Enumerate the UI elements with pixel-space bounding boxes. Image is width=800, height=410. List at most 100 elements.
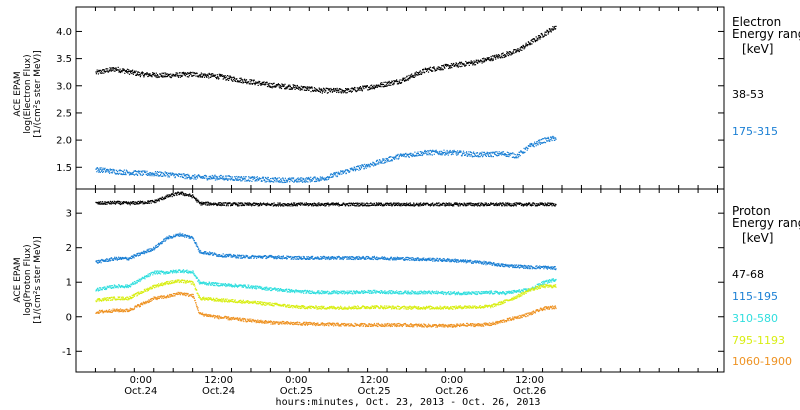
data-point xyxy=(339,258,341,260)
data-point xyxy=(104,69,106,71)
data-point xyxy=(151,248,153,250)
data-point xyxy=(427,150,430,152)
data-point xyxy=(426,258,428,260)
data-point xyxy=(180,191,182,193)
data-point xyxy=(260,82,262,84)
data-point xyxy=(501,152,503,154)
data-point xyxy=(200,73,202,76)
data-point xyxy=(320,256,322,258)
data-point xyxy=(337,203,339,205)
data-point xyxy=(275,258,277,260)
data-point xyxy=(173,174,175,176)
data-point xyxy=(175,173,177,175)
data-point xyxy=(123,169,125,171)
data-point xyxy=(242,256,244,258)
data-point xyxy=(253,82,255,84)
data-point xyxy=(366,164,368,166)
data-point xyxy=(113,171,115,173)
data-point xyxy=(197,76,199,78)
data-point xyxy=(321,258,323,260)
data-point xyxy=(532,144,534,146)
data-point xyxy=(165,197,167,199)
data-point xyxy=(112,170,114,172)
data-point xyxy=(418,71,420,73)
data-point xyxy=(110,203,112,205)
data-point xyxy=(427,203,429,205)
data-point xyxy=(361,256,363,258)
data-point xyxy=(134,170,136,172)
data-point xyxy=(320,257,323,259)
data-point xyxy=(382,256,384,259)
data-point xyxy=(240,254,243,256)
data-point xyxy=(327,257,329,259)
data-point xyxy=(478,261,480,263)
data-point xyxy=(232,179,234,181)
data-point xyxy=(356,256,358,258)
data-point xyxy=(225,178,227,180)
data-point xyxy=(132,72,134,74)
data-point xyxy=(515,49,517,51)
data-point xyxy=(273,177,275,179)
data-point xyxy=(326,92,328,94)
data-point xyxy=(555,204,557,206)
data-point xyxy=(137,71,139,73)
data-point xyxy=(141,71,143,73)
data-point xyxy=(523,204,525,207)
data-point xyxy=(542,203,544,205)
data-point xyxy=(311,180,313,182)
data-point xyxy=(444,154,446,156)
data-point xyxy=(249,202,251,204)
data-point xyxy=(120,286,122,288)
data-point xyxy=(369,86,371,88)
data-point xyxy=(518,50,520,53)
data-point xyxy=(389,82,391,84)
data-point xyxy=(293,84,295,86)
data-point xyxy=(121,286,124,288)
data-point xyxy=(298,86,300,88)
data-point xyxy=(132,172,134,174)
data-point xyxy=(425,150,428,153)
data-point xyxy=(419,154,421,156)
data-point xyxy=(433,66,435,68)
data-point xyxy=(463,261,465,263)
data-point xyxy=(417,258,419,260)
data-point xyxy=(102,171,104,173)
data-point xyxy=(534,40,536,42)
data-point xyxy=(501,53,503,55)
data-point xyxy=(396,258,398,260)
data-point xyxy=(292,258,294,260)
data-point xyxy=(474,61,476,63)
data-point xyxy=(469,61,471,63)
data-point xyxy=(256,176,258,178)
data-point xyxy=(122,285,124,287)
data-point xyxy=(319,176,321,178)
data-point xyxy=(111,172,113,174)
data-point xyxy=(157,198,159,200)
data-point xyxy=(417,205,419,207)
data-point xyxy=(161,72,163,74)
data-point xyxy=(275,181,277,183)
data-point xyxy=(214,177,216,179)
data-point xyxy=(207,73,209,75)
data-point xyxy=(504,204,506,206)
data-point xyxy=(472,260,474,262)
data-point xyxy=(297,180,299,182)
data-point xyxy=(110,285,112,287)
data-point xyxy=(281,257,283,259)
data-point xyxy=(305,89,307,91)
data-point xyxy=(509,51,512,53)
data-point xyxy=(464,203,466,205)
data-point xyxy=(100,203,102,205)
data-point xyxy=(320,177,322,179)
data-point xyxy=(248,176,250,178)
data-point xyxy=(371,203,373,205)
data-point xyxy=(262,257,264,259)
data-point xyxy=(130,173,132,175)
data-point xyxy=(182,233,184,235)
data-point xyxy=(333,87,335,90)
data-point xyxy=(290,88,292,90)
data-point xyxy=(457,153,459,156)
data-point xyxy=(355,256,357,258)
data-point xyxy=(210,203,212,205)
data-point xyxy=(528,268,530,270)
